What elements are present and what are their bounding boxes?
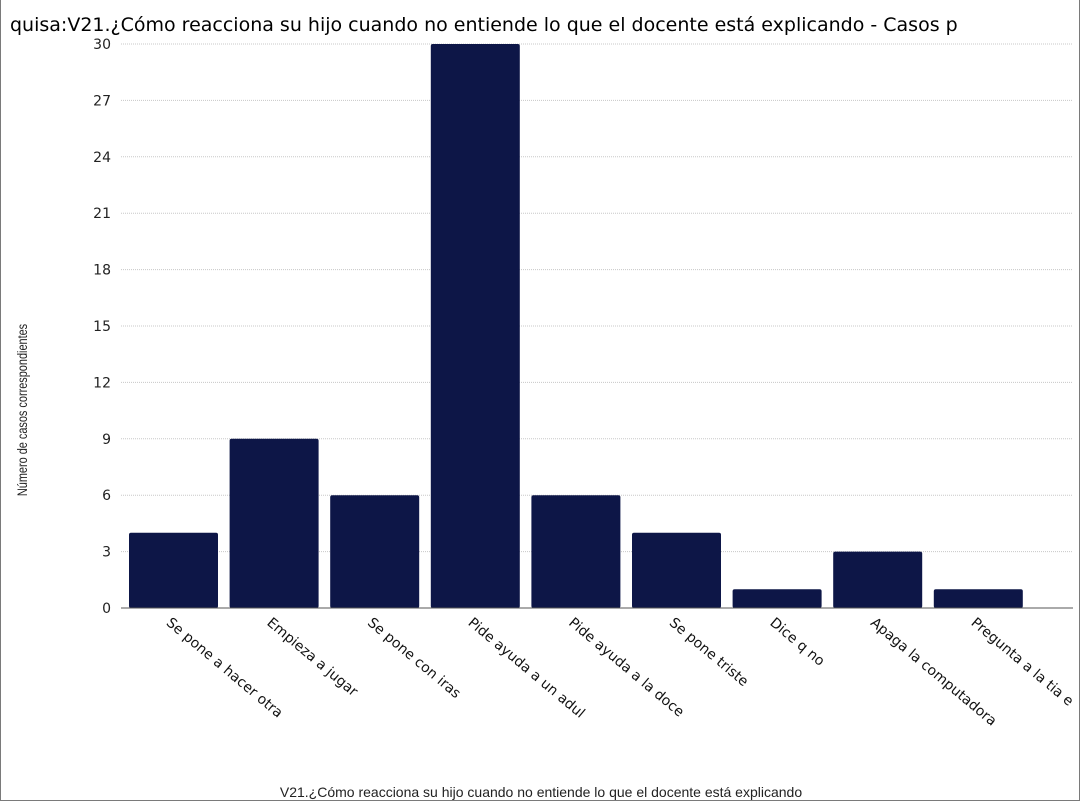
y-axis-ticks: 0 3 6 9 12 15 18 21 24 27 30	[93, 37, 111, 617]
x-tick-label: Se pone triste	[666, 615, 751, 690]
y-tick-label: 27	[93, 93, 111, 109]
y-tick-label: 3	[102, 545, 111, 561]
y-tick-label: 24	[93, 150, 111, 166]
bar	[129, 532, 218, 608]
y-tick-label: 0	[102, 601, 111, 617]
bar	[833, 551, 923, 608]
y-tick-label: 30	[93, 37, 111, 53]
x-tick-label: Empieza a jugar	[264, 615, 361, 700]
x-tick-label: Se pone con iras	[364, 615, 463, 702]
bar	[330, 495, 420, 608]
x-tick-label: Dice q no	[767, 615, 828, 670]
y-tick-label: 6	[102, 488, 111, 504]
bar	[732, 589, 822, 608]
bars	[129, 44, 1023, 608]
x-tick-label: Pide ayuda a un adul	[465, 615, 588, 722]
bar	[229, 438, 319, 608]
bar	[933, 589, 1023, 608]
y-axis-title: Número de casos correspondientes	[15, 324, 31, 496]
bar	[531, 495, 621, 608]
y-tick-label: 18	[93, 263, 111, 279]
x-tick-label: Se pone a hacer otra	[163, 615, 286, 722]
x-tick-label: Pregunta a la tia e	[968, 615, 1077, 710]
x-axis-title: V21.¿Cómo reacciona su hijo cuando no en…	[280, 784, 802, 800]
y-tick-label: 21	[93, 206, 111, 222]
chart-title: quisa:V21.¿Cómo reacciona su hijo cuando…	[10, 14, 958, 36]
y-tick-label: 9	[102, 432, 111, 448]
y-tick-label: 15	[93, 319, 111, 335]
y-tick-label: 12	[93, 375, 111, 391]
bar	[632, 532, 721, 608]
bar	[430, 44, 520, 608]
